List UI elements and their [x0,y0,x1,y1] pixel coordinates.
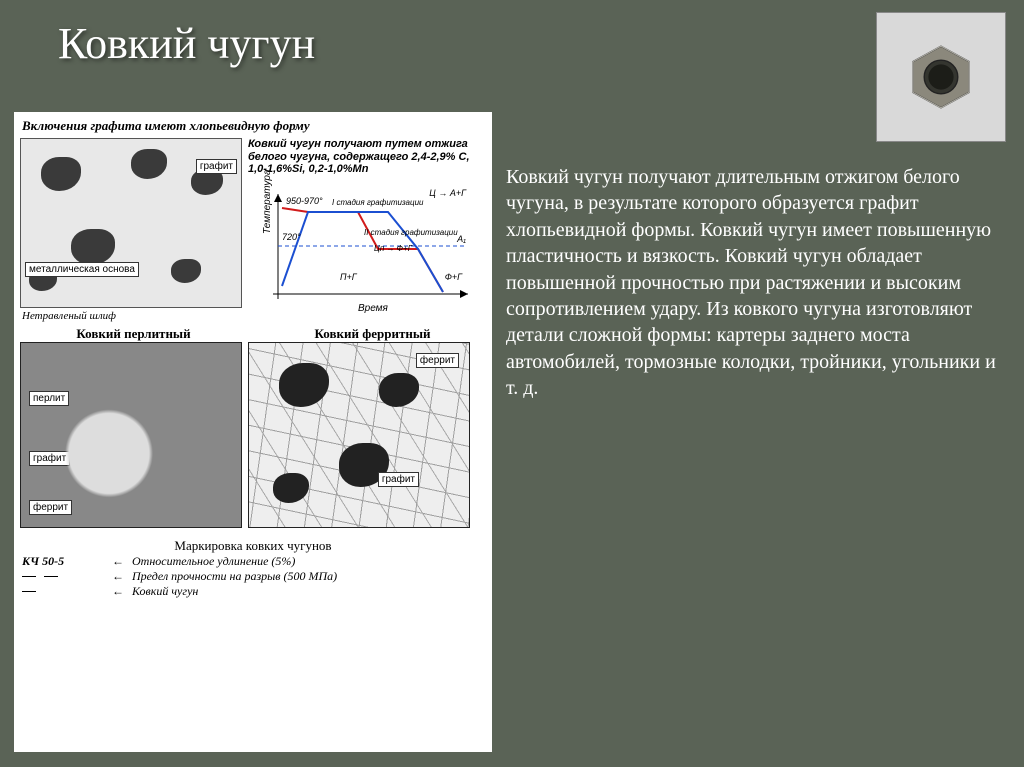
arrow-icon: ← [104,569,132,584]
micrograph-ferrite: феррит графит [248,342,470,528]
arrow-icon: ← [104,584,132,599]
marking-desc-2: Ковкий чугун [132,584,198,599]
body-paragraph: Ковкий чугун получают длительным отжигом… [500,100,1024,767]
label-graphite-3: графит [378,472,419,487]
chart-br: Ф+Г [445,272,462,282]
page-title: Ковкий чугун [0,0,1024,69]
marking-desc-1: Предел прочности на разрыв (500 МПа) [132,569,337,584]
annealing-chart: Ковкий чугун получают путем отжига белог… [248,138,486,308]
chart-eq: Ц → А+Г [429,188,466,198]
chart-eq2: Цп → Ф+Г [374,244,412,253]
chart-a1: A₁ [457,234,466,244]
micrograph-untreated: графит металлическая основа [20,138,242,308]
label-base: металлическая основа [25,262,139,277]
chart-caption: Ковкий чугун получают путем отжига белог… [248,138,486,176]
chart-bl: П+Г [340,272,357,282]
marking-title: Маркировка ковких чугунов [22,538,484,554]
col1-title: Ковкий перлитный [14,324,253,342]
marking-block: Маркировка ковких чугунов КЧ 50-5 ← Отно… [14,528,492,599]
axis-x: Время [358,303,388,314]
arrow-icon: ← [104,554,132,569]
label-ferrite: феррит [29,500,72,515]
chart-t2: 720° [282,232,301,242]
marking-code: КЧ 50-5 [22,554,104,569]
marking-desc-0: Относительное удлинение (5%) [132,554,295,569]
col2-title: Ковкий ферритный [253,324,492,342]
chart-t1: 950-970° [286,196,323,206]
etched-note: Нетравленый шлиф [14,308,492,324]
chart-s2: II стадия графитизации [364,228,458,237]
axis-y: Температура [262,169,273,234]
micrograph-perlite: перлит графит феррит [20,342,242,528]
label-ferrite-2: феррит [416,353,459,368]
label-graphite: графит [196,159,237,174]
chart-s1: I стадия графитизации [332,198,423,207]
figure-subtitle: Включения графита имеют хлопьевидную фор… [14,112,492,136]
technical-figure: Включения графита имеют хлопьевидную фор… [14,112,492,752]
label-graphite-2: графит [29,451,70,466]
label-perlite: перлит [29,391,69,406]
